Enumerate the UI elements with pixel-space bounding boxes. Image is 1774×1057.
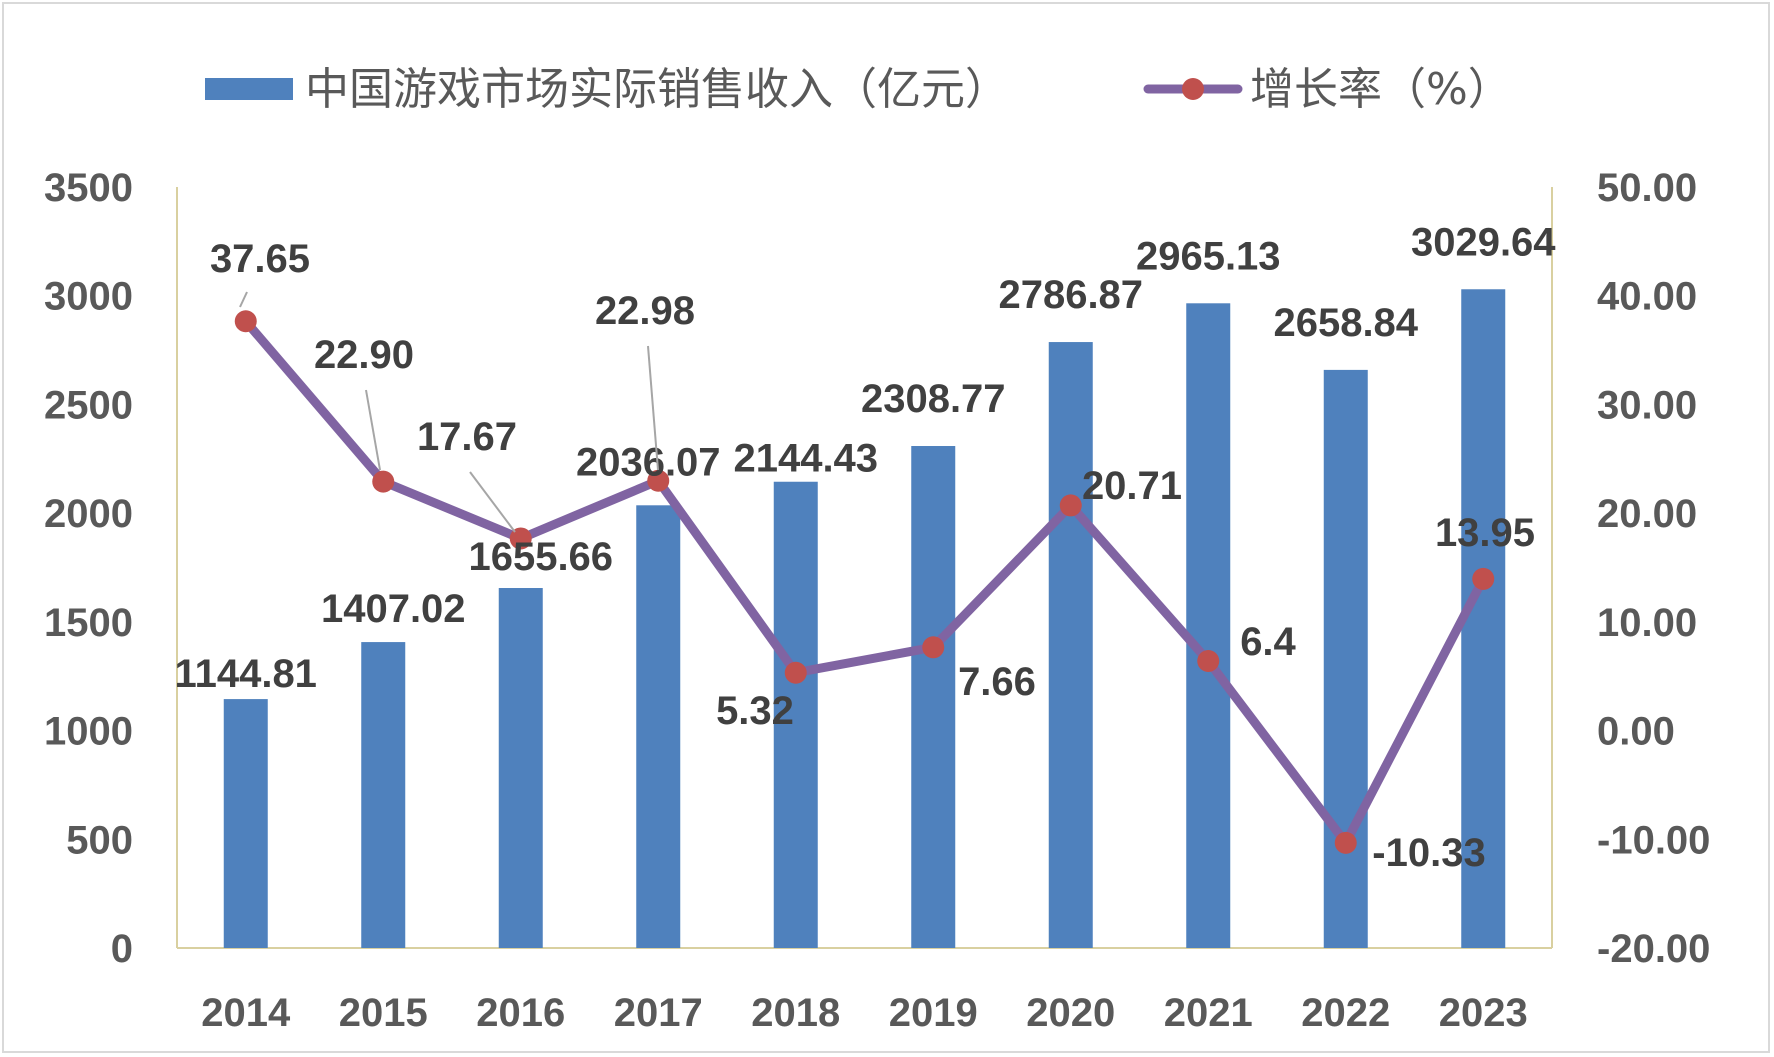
growth-value-label: 22.98 — [595, 289, 695, 333]
bar — [1461, 289, 1506, 948]
legend-line-marker — [1182, 78, 1204, 100]
bar — [1048, 342, 1093, 949]
bar-series — [223, 289, 1506, 949]
y-left-tick-label: 2000 — [44, 492, 133, 536]
growth-marker — [1059, 494, 1082, 517]
leader-line — [647, 345, 659, 471]
bar-value-label: 2308.77 — [861, 377, 1006, 421]
growth-marker — [509, 527, 532, 550]
growth-value-label: 17.67 — [417, 415, 517, 459]
leader-line — [239, 291, 248, 308]
x-tick-label: 2016 — [476, 991, 565, 1035]
y-right-tick-label: 50.00 — [1597, 166, 1697, 210]
y-left-tick-label: 500 — [66, 818, 133, 862]
x-tick-label: 2019 — [889, 991, 978, 1035]
growth-value-label: 13.95 — [1435, 511, 1535, 555]
legend-bar-swatch — [205, 78, 293, 100]
leader-line — [469, 471, 516, 533]
bar-value-label: 2036.07 — [576, 440, 721, 484]
growth-marker — [1197, 649, 1220, 672]
y-left-tick-label: 0 — [111, 927, 133, 971]
x-tick-label: 2017 — [614, 991, 703, 1035]
y-right-tick-label: 30.00 — [1597, 383, 1697, 427]
y-right-tick-label: 40.00 — [1597, 275, 1697, 319]
growth-value-label: 22.90 — [314, 333, 414, 377]
bar-value-label: 2658.84 — [1273, 301, 1418, 345]
growth-marker — [647, 469, 670, 492]
line-series — [234, 310, 1495, 854]
growth-marker — [234, 310, 257, 333]
growth-value-label: 5.32 — [716, 689, 794, 733]
y-right-tick-label: 10.00 — [1597, 601, 1697, 645]
x-tick-label: 2018 — [751, 991, 840, 1035]
bar-value-label: 2786.87 — [998, 273, 1143, 317]
bar-value-label: 2965.13 — [1136, 234, 1281, 278]
bar — [498, 588, 543, 948]
x-tick-label: 2022 — [1301, 991, 1390, 1035]
growth-marker — [922, 636, 945, 659]
bar-value-label: 1407.02 — [321, 587, 466, 631]
y-left-tick-label: 2500 — [44, 383, 133, 427]
y-left-tick-label: 1500 — [44, 601, 133, 645]
growth-marker — [784, 661, 807, 684]
x-tick-label: 2023 — [1439, 991, 1528, 1035]
bar — [1186, 303, 1231, 948]
growth-line — [241, 316, 1488, 848]
axes: 0 500 1000 1500 2000 2500 3000 3500 -20.00 -10.00… — [44, 166, 1710, 1035]
x-tick-label: 2021 — [1164, 991, 1253, 1035]
growth-marker — [372, 470, 395, 493]
y-right-tick-label: 0.00 — [1597, 710, 1675, 754]
bar-value-label: 1144.81 — [175, 652, 317, 696]
leader-line — [365, 389, 381, 471]
growth-value-label: 7.66 — [958, 660, 1036, 704]
bar — [773, 481, 818, 948]
bar — [911, 446, 956, 948]
bar — [636, 505, 681, 948]
y-left-tick-label: 1000 — [44, 710, 133, 754]
y-left-tick-label: 3000 — [44, 275, 133, 319]
legend-line-label: 增长率（%） — [1250, 64, 1512, 115]
growth-marker — [1472, 567, 1495, 590]
y-right-tick-label: -20.00 — [1597, 927, 1710, 971]
legend: 中国游戏市场实际销售收入（亿元） 增长率（%） — [205, 64, 1512, 115]
y-left-tick-label: 3500 — [44, 166, 133, 210]
growth-marker — [1334, 831, 1357, 854]
bar — [361, 642, 406, 948]
bar-value-label: 3029.64 — [1411, 220, 1556, 264]
growth-value-label: 37.65 — [210, 237, 310, 281]
bar-value-label: 1655.66 — [468, 535, 613, 579]
legend-bar-label: 中国游戏市场实际销售收入（亿元） — [305, 64, 1009, 115]
bar — [223, 699, 268, 948]
y-right-tick-label: -10.00 — [1597, 818, 1710, 862]
x-tick-label: 2020 — [1026, 991, 1115, 1035]
x-tick-label: 2014 — [201, 991, 291, 1035]
y-right-tick-label: 20.00 — [1597, 492, 1697, 536]
bar-value-label: 2144.43 — [733, 437, 878, 481]
bar — [1323, 369, 1368, 948]
growth-value-label: -10.33 — [1372, 831, 1485, 875]
x-tick-label: 2015 — [339, 991, 428, 1035]
growth-value-label: 6.4 — [1240, 620, 1296, 664]
growth-value-label: 20.71 — [1082, 464, 1182, 508]
